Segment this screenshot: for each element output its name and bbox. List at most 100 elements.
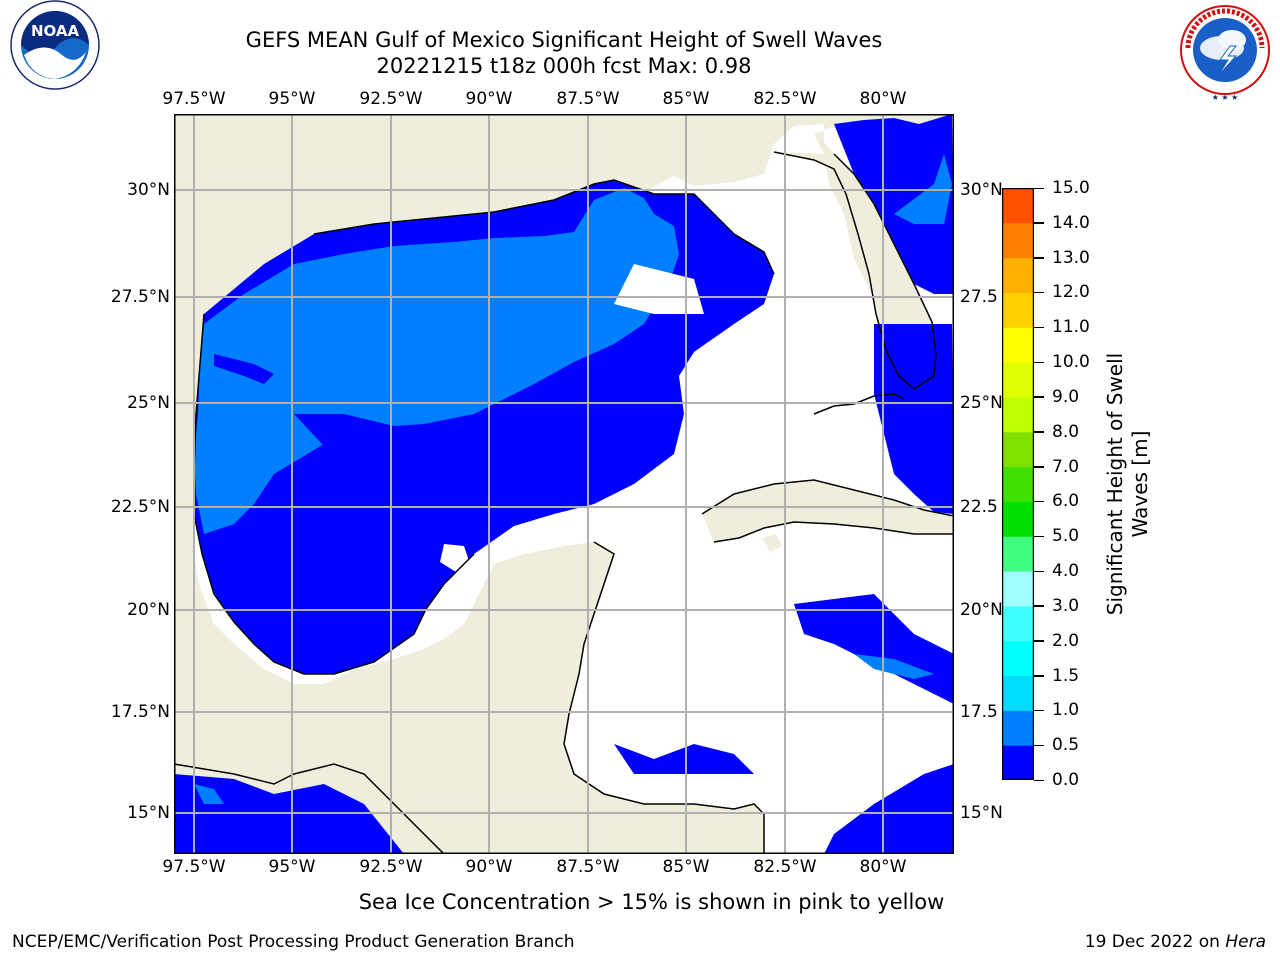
colorbar-segment (1002, 292, 1034, 328)
longitude-label: 95°W (268, 857, 316, 877)
footer-host: Hera (1225, 932, 1266, 952)
latitude-label: 22.5°N (110, 497, 170, 517)
latitude-label: 27.5°N (110, 287, 170, 307)
colorbar-segment (1002, 501, 1034, 537)
colorbar-label-text: Significant Height of Swell Waves [m] (1103, 352, 1152, 616)
colorbar-segment (1002, 466, 1034, 502)
footer-date: 19 Dec 2022 on Hera (1085, 932, 1266, 952)
colorbar-tick: 10.0 (1052, 352, 1090, 373)
latitude-label: 30°N (127, 180, 170, 200)
colorbar-segment (1002, 710, 1034, 746)
latitude-label: 27.5 (960, 287, 998, 307)
latitude-label: 20°N (960, 600, 1003, 620)
longitude-label: 90°W (465, 89, 513, 109)
colorbar-tick-mark (1034, 466, 1044, 468)
colorbar-tick: 4.0 (1052, 561, 1080, 582)
latitude-label: 15°N (127, 803, 170, 823)
colorbar-border (1002, 188, 1034, 780)
colorbar-tick-mark (1034, 779, 1044, 781)
colorbar-segment (1002, 675, 1034, 711)
colorbar-tick: 12.0 (1052, 282, 1090, 303)
footer-credit: NCEP/EMC/Verification Post Processing Pr… (12, 932, 575, 952)
longitude-label: 97.5°W (162, 89, 226, 109)
colorbar-tick: 6.0 (1052, 491, 1080, 512)
forecast-subtitle: 20221215 t18z 000h fcst Max: 0.98 (376, 54, 752, 78)
colorbar-tick-mark (1034, 744, 1044, 747)
colorbar-tick-mark (1034, 500, 1044, 503)
colorbar-tick-mark (1034, 709, 1044, 712)
longitude-label: 85°W (662, 89, 710, 109)
colorbar-tick: 3.0 (1052, 595, 1080, 616)
latitude-label: 15°N (960, 803, 1003, 823)
colorbar-tick-mark (1034, 675, 1044, 677)
colorbar-tick-mark (1034, 326, 1044, 329)
longitude-label: 97.5°W (162, 857, 226, 877)
latitude-label: 17.5 (960, 702, 998, 722)
longitude-label: 92.5°W (359, 857, 423, 877)
gulf-of-mexico-map (174, 114, 954, 854)
colorbar-tick-mark (1034, 535, 1044, 538)
longitude-label: 82.5°W (753, 857, 817, 877)
colorbar-segment (1002, 640, 1034, 677)
longitude-label: 85°W (662, 857, 710, 877)
latitude-label: 25°N (960, 393, 1003, 413)
graticule (174, 114, 954, 854)
colorbar-tick-mark (1034, 361, 1044, 364)
latitude-label: 30°N (960, 180, 1003, 200)
colorbar-tick: 0.0 (1052, 770, 1080, 790)
colorbar-tick: 14.0 (1052, 212, 1090, 233)
colorbar-tick: 1.5 (1052, 665, 1080, 686)
colorbar-tick-mark (1034, 257, 1044, 259)
colorbar-tick-mark (1034, 291, 1044, 294)
colorbar-tick: 8.0 (1052, 421, 1080, 442)
longitude-label: 80°W (859, 857, 907, 877)
colorbar-tick-mark (1034, 640, 1044, 642)
colorbar-tick: 11.0 (1052, 317, 1090, 338)
colorbar-segment (1002, 257, 1034, 293)
longitude-label: 87.5°W (556, 857, 620, 877)
colorbar-segment (1002, 571, 1034, 607)
colorbar-segment (1002, 222, 1034, 259)
longitude-label: 90°W (465, 857, 513, 877)
latitude-label: 22.5 (960, 497, 998, 517)
svg-text:★ ★ ★: ★ ★ ★ (1212, 93, 1239, 102)
colorbar-segment (1002, 327, 1034, 363)
colorbar-segment (1002, 605, 1034, 642)
longitude-label: 92.5°W (359, 89, 423, 109)
map-title: GEFS MEAN Gulf of Mexico Significant Hei… (245, 28, 883, 52)
colorbar-tick: 13.0 (1052, 247, 1090, 268)
colorbar-segment (1002, 188, 1034, 224)
latitude-label: 25°N (127, 393, 170, 413)
colorbar-tick: 0.5 (1052, 735, 1080, 756)
colorbar-tick: 15.0 (1052, 178, 1090, 198)
nws-logo: ★ ★ ★ (1180, 5, 1270, 102)
colorbar-segment (1002, 745, 1034, 780)
longitude-label: 87.5°W (556, 89, 620, 109)
footer-date-text: 19 Dec 2022 on (1084, 932, 1226, 952)
swell-fill (174, 114, 954, 854)
colorbar-segment (1002, 536, 1034, 572)
colorbar-tick-mark (1034, 605, 1044, 607)
sea-ice-caption: Sea Ice Concentration > 15% is shown in … (358, 890, 945, 914)
colorbar-segment (1002, 362, 1034, 398)
colorbar-tick-mark (1034, 222, 1044, 224)
colorbar-tick: 2.0 (1052, 630, 1080, 651)
colorbar-tick-mark (1034, 431, 1044, 433)
longitude-label: 80°W (859, 89, 907, 109)
longitude-label: 82.5°W (753, 89, 817, 109)
colorbar-tick: 5.0 (1052, 526, 1080, 547)
colorbar-tick: 7.0 (1052, 456, 1080, 477)
noaa-logo: NOAA (10, 0, 100, 90)
colorbar-segment (1002, 396, 1034, 433)
latitude-label: 20°N (127, 600, 170, 620)
noaa-logo-text: NOAA (31, 22, 80, 40)
latitude-label: 17.5°N (110, 702, 170, 722)
colorbar-tick: 1.0 (1052, 700, 1080, 721)
colorbar-tick: 9.0 (1052, 386, 1080, 407)
longitude-label: 95°W (268, 89, 316, 109)
colorbar-tick-mark (1034, 396, 1044, 398)
colorbar-tick-mark (1034, 187, 1044, 189)
colorbar-tick-mark (1034, 570, 1044, 573)
colorbar-segment (1002, 431, 1034, 468)
colorbar (1002, 188, 1034, 780)
